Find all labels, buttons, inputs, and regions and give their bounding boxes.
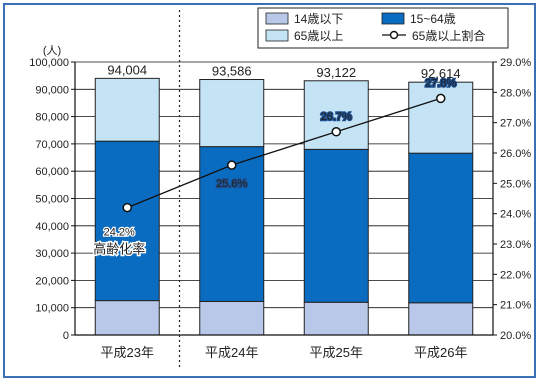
bar-segment: [408, 81, 474, 154]
ratio-line: [122, 93, 446, 213]
legend-label-under14: 14歳以下: [294, 12, 343, 26]
left-tick-label: 30,000: [35, 248, 69, 260]
bar-segment: [199, 300, 265, 336]
aging-rate-annotation: 高齢化率: [93, 242, 145, 257]
bar-total-label: 92,614: [421, 66, 461, 81]
right-tick-label: 23.0%: [500, 239, 531, 251]
left-tick-label: 20,000: [35, 275, 69, 287]
left-tick-label: 40,000: [35, 221, 69, 233]
ratio-label: 26.7%: [321, 111, 352, 123]
left-tick-label: 100,000: [29, 57, 69, 69]
right-tick-label: 22.0%: [500, 269, 531, 281]
right-tick-label: 26.0%: [500, 148, 531, 160]
ratio-point: [331, 127, 341, 137]
bar-total-label: 94,004: [107, 62, 147, 77]
left-tick-label: 60,000: [35, 166, 69, 178]
ratio-label: 27.8%: [425, 77, 456, 89]
ratio-label: 24.2%: [104, 227, 135, 239]
y-axis-label: (人): [43, 44, 61, 57]
bar-segment: [199, 79, 265, 148]
legend-label-over65: 65歳以上: [294, 29, 343, 43]
right-tick-label: 27.0%: [500, 118, 531, 130]
labels: 0 10,000 20,000 30,000 40,000 50,000 60,000 70,…: [29, 57, 531, 360]
bar-segment: [303, 148, 369, 303]
ratio-label: 25.6%: [216, 178, 247, 190]
legend: 14歳以下 15~64歳 65歳以上 65歳以上割合: [257, 7, 509, 49]
right-tick-label: 29.0%: [500, 57, 531, 69]
right-tick-label: 20.0%: [500, 330, 531, 342]
legend-label-15to64: 15~64歳: [410, 12, 456, 26]
legend-dot-marker: [389, 30, 399, 40]
right-tick-label: 25.0%: [500, 178, 531, 190]
ratio-point: [122, 202, 132, 213]
right-tick-label: 21.0%: [500, 300, 531, 312]
legend-swatch-15to64: [381, 12, 405, 25]
category-label: 平成25年: [310, 345, 363, 360]
category-label: 平成24年: [205, 345, 258, 360]
left-tick-label: 70,000: [35, 139, 69, 151]
bar-total-label: 93,586: [212, 64, 252, 79]
bar-segment: [303, 301, 369, 336]
right-tick-label: 24.0%: [500, 209, 531, 221]
bar-segment: [408, 302, 474, 336]
ratio-point: [227, 160, 237, 170]
ratio-point: [436, 93, 446, 104]
bar-segment: [94, 300, 160, 336]
left-tick-label: 0: [63, 330, 69, 342]
legend-swatch-under14: [265, 12, 289, 25]
legend-label-ratio: 65歳以上割合: [412, 28, 485, 43]
bar-total-label: 93,122: [316, 65, 356, 80]
category-label: 平成23年: [101, 345, 154, 360]
bar-segment: [94, 140, 160, 302]
ratio-polyline: [127, 97, 441, 209]
bars: [94, 77, 474, 336]
axes: [71, 61, 497, 336]
left-tick-label: 50,000: [35, 194, 69, 206]
left-tick-label: 10,000: [35, 303, 69, 315]
left-tick-label: 90,000: [35, 84, 69, 96]
left-tick-label: 80,000: [35, 112, 69, 124]
bar-segment: [408, 152, 474, 304]
right-tick-label: 28.0%: [500, 87, 531, 99]
bar-segment: [94, 77, 160, 142]
legend-swatch-over65: [265, 29, 289, 42]
category-label: 平成26年: [414, 345, 467, 360]
